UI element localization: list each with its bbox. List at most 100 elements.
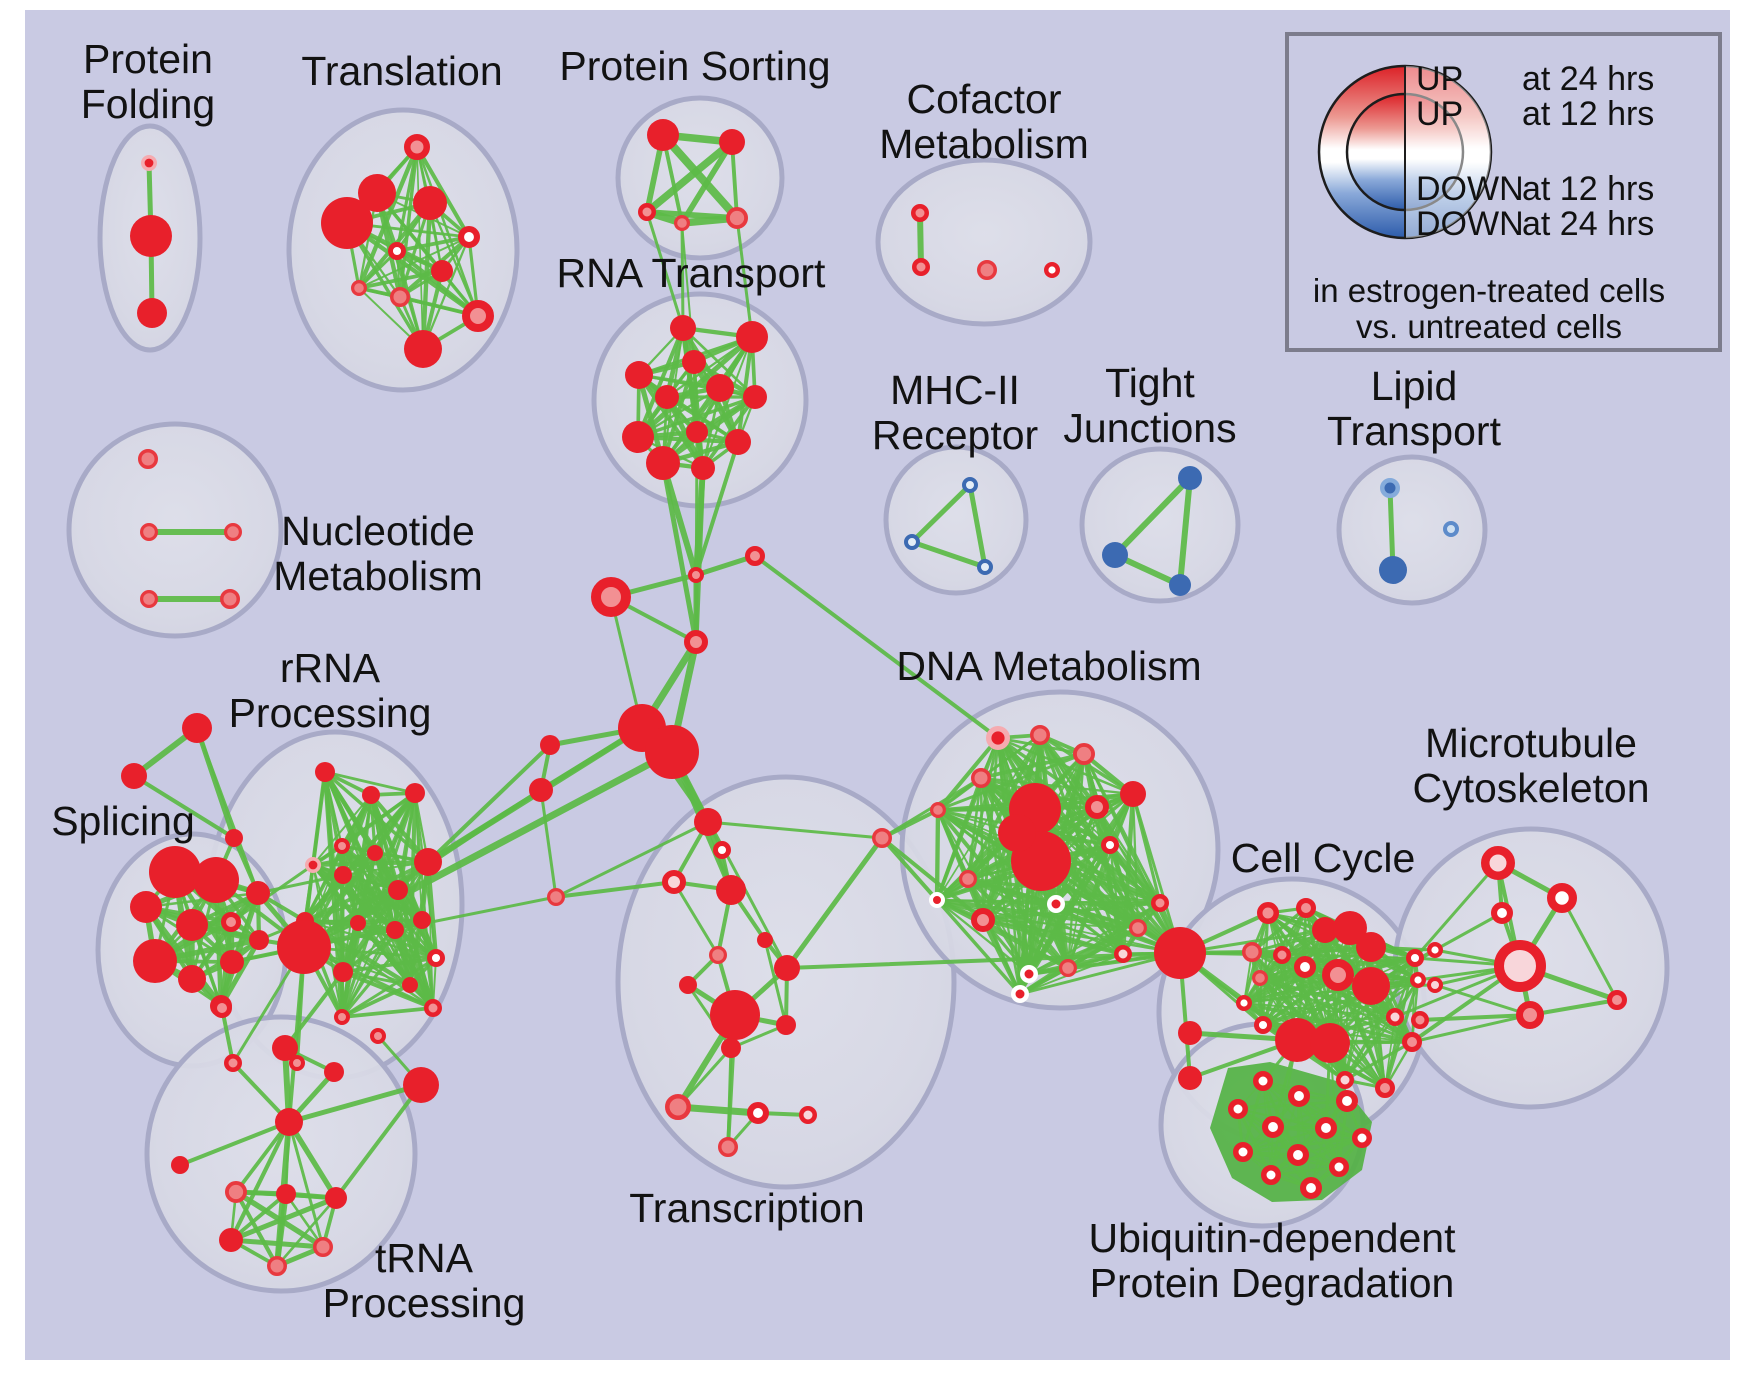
network-edge — [554, 880, 676, 899]
network-node-139 — [1058, 958, 1077, 977]
network-node-182 — [1426, 942, 1443, 959]
network-edge — [935, 898, 1031, 976]
network-edge — [342, 874, 437, 959]
network-edge — [303, 860, 430, 923]
network-edge — [1267, 912, 1419, 981]
node-layer — [121, 119, 1627, 1276]
network-node-10 — [351, 280, 368, 297]
network-edge — [967, 482, 988, 570]
network-edge — [195, 726, 260, 895]
legend-faded-half-overlay — [1405, 66, 1491, 238]
legend-box: UP at 24 hrs UP at 12 hrs DOWN at 12 hrs… — [1285, 32, 1722, 352]
network-node-1 — [130, 215, 172, 257]
network-edge — [132, 774, 236, 840]
network-node-36 — [140, 522, 159, 541]
network-node-64 — [221, 912, 241, 932]
network-node-82 — [386, 921, 404, 939]
network-node-86 — [427, 948, 446, 967]
network-node-27 — [655, 385, 679, 409]
network-edge — [979, 776, 985, 922]
network-node-33 — [646, 446, 680, 480]
cluster-label-rna-transport-line1: RNA Transport — [557, 250, 826, 296]
network-edge — [256, 873, 345, 895]
network-edge — [672, 880, 720, 957]
network-node-110 — [757, 932, 773, 948]
cluster-label-microtubule-cytoskeleton-line1: Microtubule — [1425, 720, 1637, 766]
network-node-157 — [1275, 1018, 1319, 1062]
network-node-115 — [776, 1015, 796, 1035]
network-edge — [302, 872, 346, 924]
network-edge — [1343, 1015, 1397, 1082]
network-edge — [966, 877, 1162, 905]
network-edge — [300, 748, 676, 951]
network-node-184 — [1427, 977, 1443, 993]
network-node-2 — [137, 298, 167, 328]
network-edge — [1410, 1013, 1532, 1044]
network-node-183 — [1494, 940, 1546, 992]
network-edge — [645, 210, 685, 330]
network-edge — [1179, 949, 1436, 954]
network-node-0 — [141, 155, 158, 172]
network-edge — [681, 326, 757, 399]
network-edge — [340, 983, 412, 1019]
cluster-label-tight-junctions-line2: Junctions — [1063, 405, 1236, 451]
network-edge — [1343, 1040, 1414, 1082]
network-node-149 — [1242, 942, 1262, 962]
network-edge — [1560, 896, 1619, 1002]
network-node-35 — [138, 449, 158, 469]
network-node-177 — [1300, 1177, 1323, 1200]
network-edge — [706, 820, 884, 840]
network-edge — [981, 918, 1182, 955]
network-node-162 — [1402, 1032, 1422, 1052]
network-node-63 — [176, 909, 208, 941]
network-edge — [880, 836, 985, 922]
network-node-132 — [929, 892, 945, 908]
network-edge — [190, 891, 260, 981]
network-node-131 — [1100, 835, 1119, 854]
network-edge — [1384, 1016, 1396, 1089]
network-edge — [702, 336, 753, 469]
network-node-98 — [171, 1156, 189, 1174]
cluster-label-trna-processing-line2: Processing — [323, 1280, 526, 1326]
network-node-156 — [1253, 1015, 1272, 1034]
network-edge — [286, 1082, 424, 1125]
network-node-89 — [424, 999, 442, 1017]
network-node-24 — [736, 321, 768, 353]
network-node-106 — [712, 840, 731, 859]
network-edge — [693, 553, 758, 578]
network-node-79 — [414, 848, 442, 876]
network-edge — [1018, 966, 1070, 996]
network-edge — [1269, 1136, 1364, 1177]
network-edge — [670, 750, 789, 970]
network-node-146 — [1312, 917, 1338, 943]
network-node-171 — [1315, 1117, 1338, 1140]
network-node-163 — [1336, 1071, 1354, 1089]
network-edge — [636, 395, 757, 439]
network-edge — [234, 1120, 291, 1194]
cluster-label-rrna-processing-line1: rRNA — [280, 645, 381, 691]
network-node-133 — [971, 908, 995, 932]
network-node-77 — [367, 845, 383, 861]
network-node-116 — [721, 1038, 741, 1058]
network-edge — [1112, 475, 1193, 558]
legend-state-down-12: DOWN — [1416, 170, 1524, 208]
network-edge — [414, 144, 472, 240]
network-node-144 — [1257, 902, 1279, 924]
network-node-52 — [684, 630, 708, 654]
network-edge — [1066, 843, 1112, 970]
network-edge — [323, 770, 417, 795]
network-node-137 — [1114, 945, 1132, 963]
network-node-130 — [1120, 781, 1146, 807]
network-node-161 — [1386, 1008, 1404, 1026]
network-node-73 — [405, 783, 425, 803]
network-edge — [1310, 1100, 1348, 1189]
network-node-114 — [774, 955, 800, 981]
network-edge — [784, 835, 885, 971]
network-edge — [676, 1046, 733, 1109]
network-node-32 — [725, 429, 751, 455]
network-node-152 — [1322, 959, 1354, 991]
network-node-60 — [149, 846, 201, 898]
network-node-109 — [716, 875, 746, 905]
network-edge — [660, 460, 699, 645]
network-node-85 — [333, 962, 353, 982]
